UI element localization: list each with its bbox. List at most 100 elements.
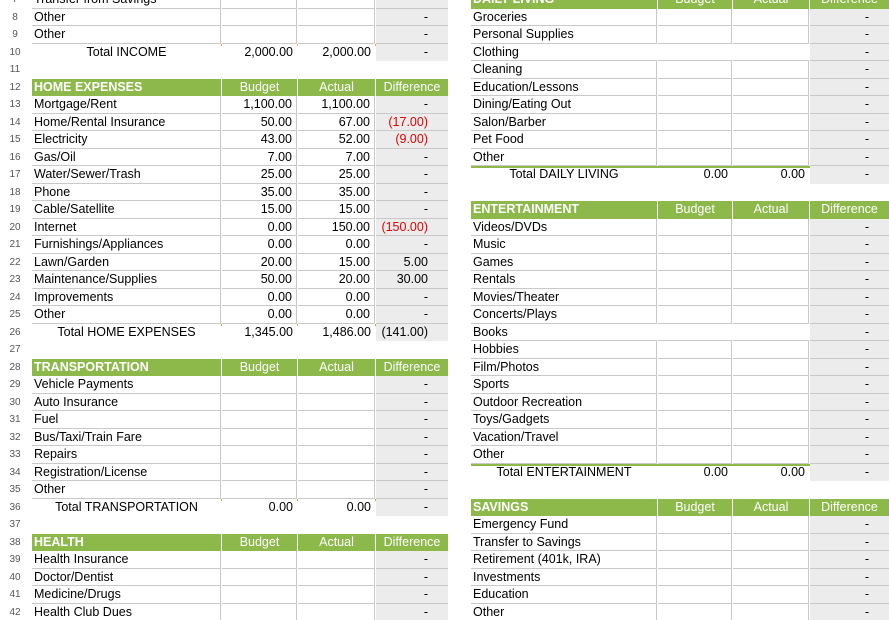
difference-cell[interactable]: - (810, 586, 889, 604)
difference-cell[interactable]: - (810, 551, 889, 569)
actual-cell[interactable] (733, 551, 809, 569)
difference-cell[interactable]: - (810, 26, 889, 44)
difference-cell[interactable]: - (810, 8, 889, 26)
category-cell[interactable]: Concerts/Plays (471, 306, 657, 324)
budget-cell[interactable] (222, 446, 297, 464)
category-cell[interactable]: Retirement (401k, IRA) (471, 551, 657, 569)
budget-cell[interactable] (222, 568, 297, 586)
difference-cell[interactable]: (150.00) (376, 218, 448, 236)
budget-cell[interactable] (222, 463, 297, 481)
budget-cell[interactable] (222, 481, 297, 499)
difference-cell[interactable]: 5.00 (376, 253, 448, 271)
difference-cell[interactable]: - (376, 393, 448, 411)
budget-cell[interactable]: 43.00 (222, 131, 297, 149)
difference-cell[interactable]: - (810, 43, 889, 61)
difference-cell[interactable]: - (810, 113, 889, 131)
actual-cell[interactable] (298, 446, 375, 464)
category-cell[interactable]: Improvements (32, 288, 221, 306)
total-actual-cell[interactable]: 0.00 (298, 498, 375, 516)
difference-cell[interactable]: - (376, 411, 448, 429)
category-cell[interactable]: Auto Insurance (32, 393, 221, 411)
actual-cell[interactable]: 67.00 (298, 113, 375, 131)
actual-cell[interactable] (733, 218, 809, 236)
category-cell[interactable]: Music (471, 236, 657, 254)
budget-cell[interactable] (658, 533, 732, 551)
total-budget-cell[interactable]: 0.00 (703, 167, 728, 181)
difference-cell[interactable]: 30.00 (376, 271, 448, 289)
difference-cell[interactable]: - (376, 183, 448, 201)
actual-cell[interactable] (733, 271, 809, 289)
total-actual-cell[interactable]: 0.00 (780, 464, 805, 479)
difference-cell[interactable]: - (810, 148, 889, 166)
actual-cell[interactable] (733, 586, 809, 604)
actual-cell[interactable] (733, 113, 809, 131)
actual-cell[interactable]: 25.00 (298, 166, 375, 184)
actual-cell[interactable]: 0.00 (298, 288, 375, 306)
actual-cell[interactable] (298, 568, 375, 586)
category-cell[interactable]: Transfer to Savings (471, 533, 657, 551)
total-budget-cell[interactable]: 2,000.00 (222, 43, 297, 61)
actual-cell[interactable] (733, 341, 809, 359)
category-cell[interactable]: Other (32, 8, 221, 26)
category-cell[interactable]: Fuel (32, 411, 221, 429)
actual-cell[interactable] (733, 516, 809, 534)
actual-cell[interactable]: 0.00 (298, 236, 375, 254)
budget-cell[interactable] (658, 376, 732, 394)
difference-cell[interactable]: - (376, 586, 448, 604)
budget-cell[interactable]: 50.00 (222, 113, 297, 131)
actual-cell[interactable] (298, 428, 375, 446)
total-budget-cell[interactable]: 1,345.00 (222, 323, 297, 341)
difference-cell[interactable]: - (810, 428, 889, 446)
difference-cell[interactable]: - (810, 358, 889, 376)
actual-cell[interactable] (733, 358, 809, 376)
category-cell[interactable]: Gas/Oil (32, 148, 221, 166)
difference-cell[interactable]: - (376, 201, 448, 219)
actual-cell[interactable] (298, 26, 375, 44)
category-cell[interactable]: Bus/Taxi/Train Fare (32, 428, 221, 446)
actual-cell[interactable] (733, 533, 809, 551)
difference-cell[interactable]: - (810, 516, 889, 534)
budget-cell[interactable] (658, 323, 732, 341)
category-cell[interactable]: Vacation/Travel (471, 428, 657, 446)
total-actual-cell[interactable]: 0.00 (780, 167, 805, 181)
budget-cell[interactable] (222, 393, 297, 411)
budget-cell[interactable] (658, 43, 732, 61)
category-cell[interactable]: Investments (471, 568, 657, 586)
budget-cell[interactable] (222, 0, 297, 9)
difference-cell[interactable]: - (376, 481, 448, 499)
actual-cell[interactable] (298, 8, 375, 26)
budget-cell[interactable] (658, 236, 732, 254)
category-cell[interactable]: Education/Lessons (471, 78, 657, 96)
difference-cell[interactable]: - (376, 236, 448, 254)
difference-cell[interactable]: - (810, 446, 889, 464)
difference-cell[interactable]: - (376, 568, 448, 586)
actual-cell[interactable] (298, 481, 375, 499)
budget-cell[interactable] (222, 26, 297, 44)
category-cell[interactable]: Games (471, 253, 657, 271)
budget-cell[interactable] (658, 131, 732, 149)
category-cell[interactable]: Salon/Barber (471, 113, 657, 131)
total-difference-cell[interactable]: - (810, 166, 889, 184)
actual-cell[interactable] (733, 446, 809, 464)
budget-cell[interactable] (658, 603, 732, 620)
category-cell[interactable]: Emergency Fund (471, 516, 657, 534)
budget-cell[interactable] (658, 8, 732, 26)
category-cell[interactable]: Pet Food (471, 131, 657, 149)
actual-cell[interactable]: 0.00 (298, 306, 375, 324)
difference-cell[interactable]: - (376, 306, 448, 324)
difference-cell[interactable]: - (810, 411, 889, 429)
actual-cell[interactable] (298, 411, 375, 429)
budget-cell[interactable] (658, 78, 732, 96)
category-cell[interactable]: Registration/License (32, 463, 221, 481)
actual-cell[interactable] (298, 551, 375, 569)
budget-cell[interactable] (658, 61, 732, 79)
category-cell[interactable]: Cable/Satellite (32, 201, 221, 219)
budget-cell[interactable] (658, 306, 732, 324)
actual-cell[interactable] (733, 376, 809, 394)
budget-cell[interactable]: 35.00 (222, 183, 297, 201)
category-cell[interactable]: Books (471, 323, 657, 341)
total-budget-cell[interactable]: 0.00 (222, 498, 297, 516)
budget-cell[interactable] (658, 218, 732, 236)
actual-cell[interactable]: 15.00 (298, 201, 375, 219)
category-cell[interactable]: Other (32, 26, 221, 44)
